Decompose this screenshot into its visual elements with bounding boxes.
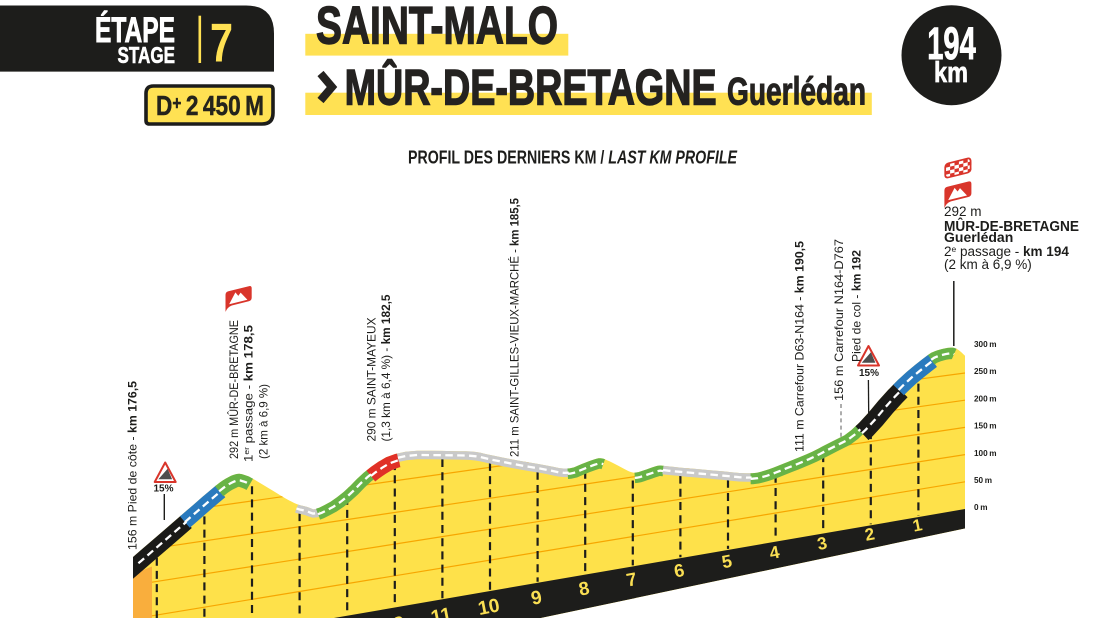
svg-text:MÛR-DE-BRETAGNE: MÛR-DE-BRETAGNE xyxy=(944,217,1079,235)
svg-text:12: 12 xyxy=(381,613,407,618)
svg-text:10: 10 xyxy=(476,594,501,618)
svg-text:150 m: 150 m xyxy=(974,422,997,431)
svg-text:D+ 2 450 M: D+ 2 450 M xyxy=(156,90,264,121)
svg-text:1: 1 xyxy=(911,515,924,535)
svg-text:2e passage - km 194: 2e passage - km 194 xyxy=(944,244,1069,259)
svg-text:STAGE: STAGE xyxy=(118,42,176,68)
svg-text:ÉTAPE: ÉTAPE xyxy=(95,10,175,50)
svg-text:(2 km à 6,9 %): (2 km à 6,9 %) xyxy=(257,384,271,459)
svg-text:211 m SAINT-GILLES-VIEUX-MARCH: 211 m SAINT-GILLES-VIEUX-MARCHÉ - km 185… xyxy=(508,198,522,457)
svg-text:km: km xyxy=(934,57,968,89)
svg-text:2: 2 xyxy=(863,524,876,544)
svg-text:292 m MÛR-DE-BRETAGNE: 292 m MÛR-DE-BRETAGNE xyxy=(227,320,241,459)
svg-text:11: 11 xyxy=(429,604,454,618)
svg-text:290 m SAINT-MAYEUX: 290 m SAINT-MAYEUX xyxy=(365,317,379,441)
svg-text:1er passage - km 178,5: 1er passage - km 178,5 xyxy=(242,325,256,462)
svg-text:50 m: 50 m xyxy=(974,476,992,485)
svg-text:SAINT-MALO: SAINT-MALO xyxy=(316,0,558,56)
svg-text:111 m Carrefour D63-N164 - km: 111 m Carrefour D63-N164 - km 190,5 xyxy=(793,241,807,452)
svg-text:PROFIL DES DERNIERS KM / LAST: PROFIL DES DERNIERS KM / LAST KM PROFILE xyxy=(408,147,737,168)
svg-text:100 m: 100 m xyxy=(974,449,997,458)
svg-text:3: 3 xyxy=(815,533,829,555)
svg-text:194: 194 xyxy=(927,18,976,69)
svg-text:5: 5 xyxy=(720,551,734,573)
svg-text:9: 9 xyxy=(529,587,543,610)
svg-text:156 m Pied de côte - km 176,5: 156 m Pied de côte - km 176,5 xyxy=(126,381,140,550)
svg-text:292 m: 292 m xyxy=(944,204,982,219)
svg-text:250 m: 250 m xyxy=(974,367,997,376)
svg-text:8: 8 xyxy=(577,577,591,600)
svg-text:Guerlédan: Guerlédan xyxy=(944,229,1013,245)
svg-text:(2 km à 6,9 %): (2 km à 6,9 %) xyxy=(944,257,1032,272)
svg-text:4: 4 xyxy=(768,542,782,564)
svg-text:6: 6 xyxy=(672,560,686,582)
svg-text:15%: 15% xyxy=(153,484,173,495)
svg-text:156 m Carrefour N164-D767: 156 m Carrefour N164-D767 xyxy=(832,239,846,401)
svg-text:MÛR-DE-BRETAGNE: MÛR-DE-BRETAGNE xyxy=(345,59,717,116)
svg-text:Pied de col - km 192: Pied de col - km 192 xyxy=(850,250,864,362)
svg-text:0 m: 0 m xyxy=(974,503,987,512)
svg-text:200 m: 200 m xyxy=(974,394,997,403)
svg-text:Guerlédan: Guerlédan xyxy=(727,71,866,114)
svg-text:(1,3 km à 6,4 %) - km 182,5: (1,3 km à 6,4 %) - km 182,5 xyxy=(379,294,393,441)
svg-text:7: 7 xyxy=(210,12,233,74)
svg-text:7: 7 xyxy=(625,568,639,591)
svg-text:300 m: 300 m xyxy=(974,340,997,349)
svg-text:15%: 15% xyxy=(859,368,879,379)
